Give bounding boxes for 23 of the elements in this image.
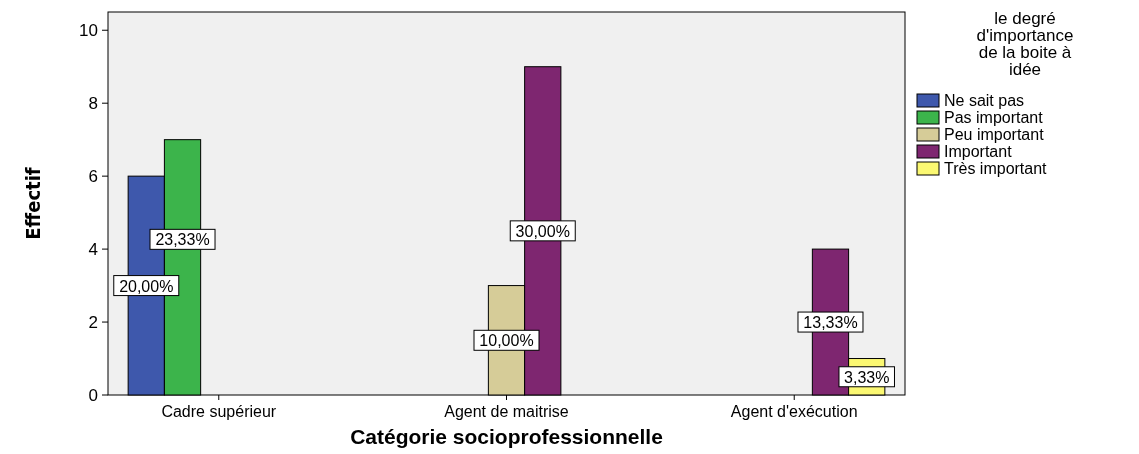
- legend-label: Pas important: [944, 109, 1044, 126]
- legend-label: Important: [944, 143, 1013, 160]
- x-tick-label: Agent de maitrise: [444, 403, 569, 420]
- legend-label: Ne sait pas: [944, 92, 1025, 109]
- annotation: 10,00%: [479, 332, 534, 350]
- annotation: 13,33%: [803, 314, 858, 332]
- annotation: 3,33%: [844, 368, 890, 386]
- y-tick-label: 2: [88, 313, 98, 333]
- legend-label: Peu important: [944, 126, 1045, 143]
- legend-label: Très important: [944, 160, 1048, 177]
- annotation: 23,33%: [155, 231, 210, 249]
- y-tick-label: 4: [88, 240, 98, 260]
- y-axis-title: Effectif: [21, 167, 45, 240]
- y-tick-label: 10: [79, 21, 98, 41]
- y-tick-label: 8: [88, 94, 98, 114]
- x-axis-title: Catégorie socioprofessionnelle: [350, 425, 663, 448]
- x-tick-label: Agent d'exécution: [730, 403, 858, 420]
- y-tick-label: 6: [88, 167, 98, 187]
- y-tick-label: 0: [88, 386, 98, 405]
- legend-title: le degré d'importance de la boite à idée: [976, 9, 1074, 79]
- annotation: 20,00%: [119, 277, 174, 295]
- annotation: 30,00%: [515, 222, 570, 240]
- x-tick-label: Cadre supérieur: [161, 403, 277, 420]
